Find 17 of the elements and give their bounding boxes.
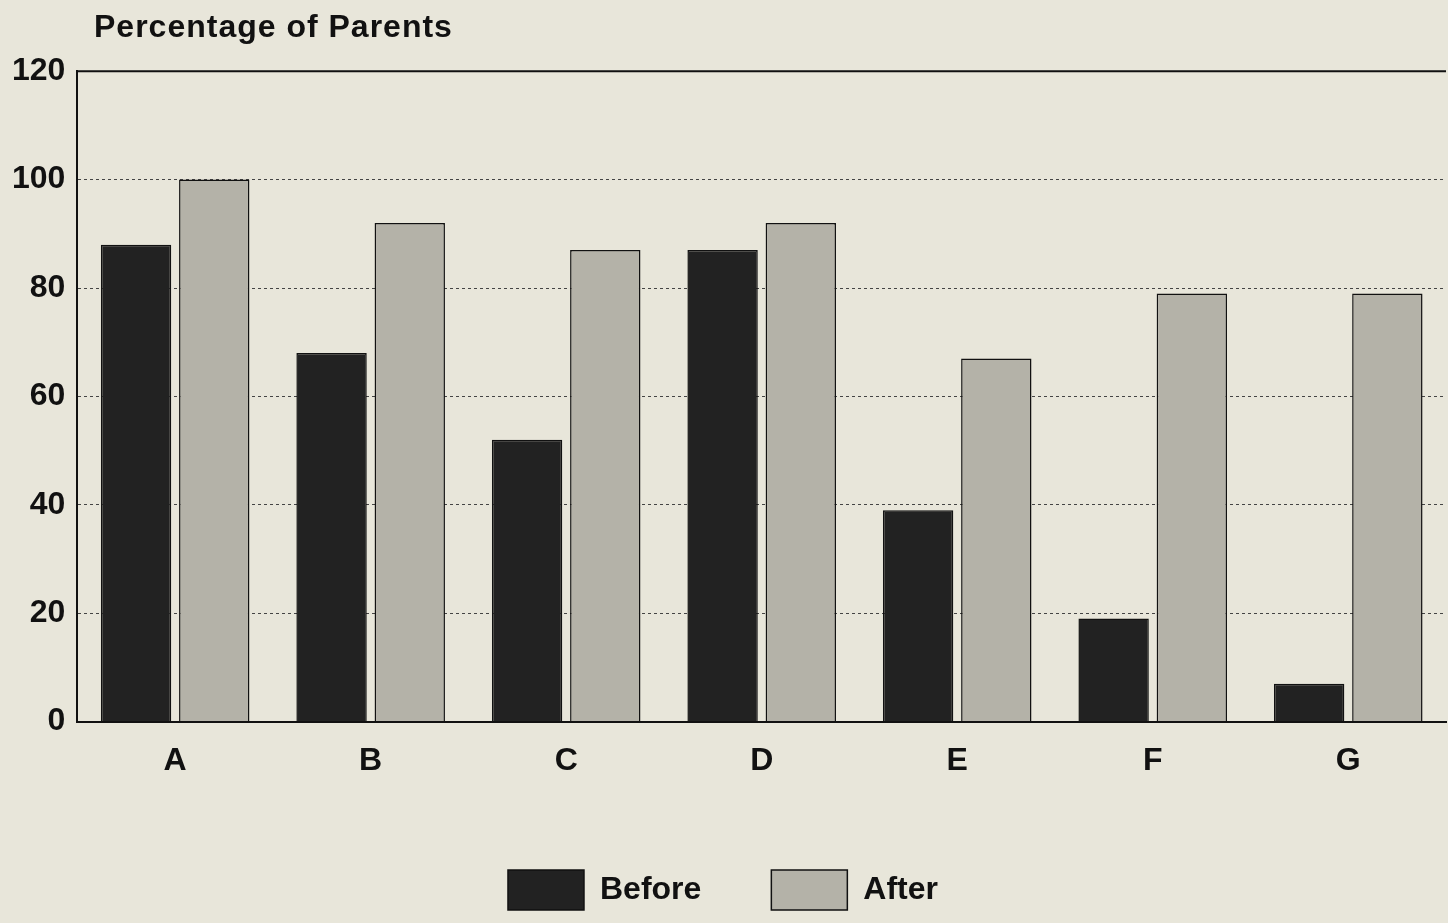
x-tick-label: B: [359, 740, 383, 777]
y-tick-label: 80: [29, 267, 66, 304]
y-axis-title: Percentage of Parents: [94, 8, 453, 45]
x-tick-label: A: [163, 740, 187, 777]
y-tick-label: 20: [29, 593, 66, 630]
legend-label: After: [863, 869, 939, 906]
x-tick-label: C: [554, 740, 578, 777]
legend-label: Before: [599, 869, 702, 906]
y-tick-label: 0: [47, 701, 66, 738]
y-tick-label: 40: [29, 484, 66, 521]
x-tick-label: E: [946, 740, 968, 777]
y-tick-label: 100: [12, 159, 66, 196]
x-tick-label: D: [750, 740, 774, 777]
x-tick-label: G: [1335, 740, 1361, 777]
y-tick-label: 120: [12, 51, 66, 88]
y-tick-label: 60: [29, 376, 66, 413]
x-tick-label: F: [1142, 740, 1163, 777]
